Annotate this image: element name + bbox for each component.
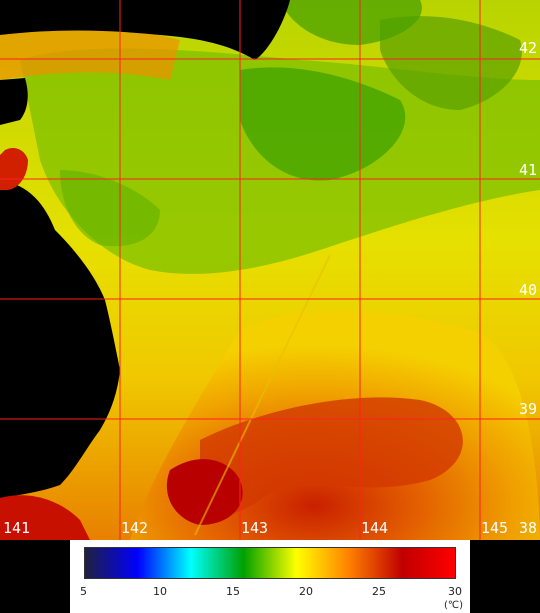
lon-label-145: 145 bbox=[481, 519, 509, 537]
lat-lon-grid bbox=[0, 0, 540, 540]
hokkaido-peninsula bbox=[0, 78, 28, 125]
lon-label-144: 144 bbox=[361, 519, 389, 537]
warm-eddy bbox=[200, 397, 463, 515]
colorbar-tick-25: 25 bbox=[372, 585, 386, 598]
colorbar-tick-15: 15 bbox=[226, 585, 240, 598]
lat-label-40: 40 bbox=[519, 281, 538, 299]
lon-label-143: 143 bbox=[241, 519, 269, 537]
lon-label-142: 142 bbox=[121, 519, 149, 537]
bay-warm-spot bbox=[0, 148, 28, 190]
temperature-unit-label: (℃) bbox=[444, 600, 464, 611]
lat-label-38: 38 bbox=[519, 519, 538, 537]
swath-edge bbox=[194, 254, 331, 536]
lat-label-41: 41 bbox=[519, 161, 538, 179]
lat-label-42: 42 bbox=[519, 39, 538, 57]
cool-patch-3 bbox=[60, 170, 160, 247]
colorbar-tick-30: 30 bbox=[448, 585, 462, 598]
lon-label-141: 141 bbox=[3, 519, 31, 537]
hokkaido-land bbox=[0, 0, 290, 60]
southern-coastal-warm bbox=[0, 495, 90, 540]
cool-patch-1 bbox=[240, 67, 406, 181]
colorbar-tick-20: 20 bbox=[299, 585, 313, 598]
lat-label-39: 39 bbox=[519, 400, 538, 418]
cool-patch-2 bbox=[380, 16, 522, 111]
temperature-colorbar bbox=[84, 547, 456, 579]
sea-surface-temperature-map bbox=[0, 0, 540, 540]
coastal-orange-band bbox=[0, 24, 180, 80]
colorbar-tick-10: 10 bbox=[153, 585, 167, 598]
cool-patch-4 bbox=[280, 0, 422, 45]
colorbar-tick-5: 5 bbox=[80, 585, 87, 598]
